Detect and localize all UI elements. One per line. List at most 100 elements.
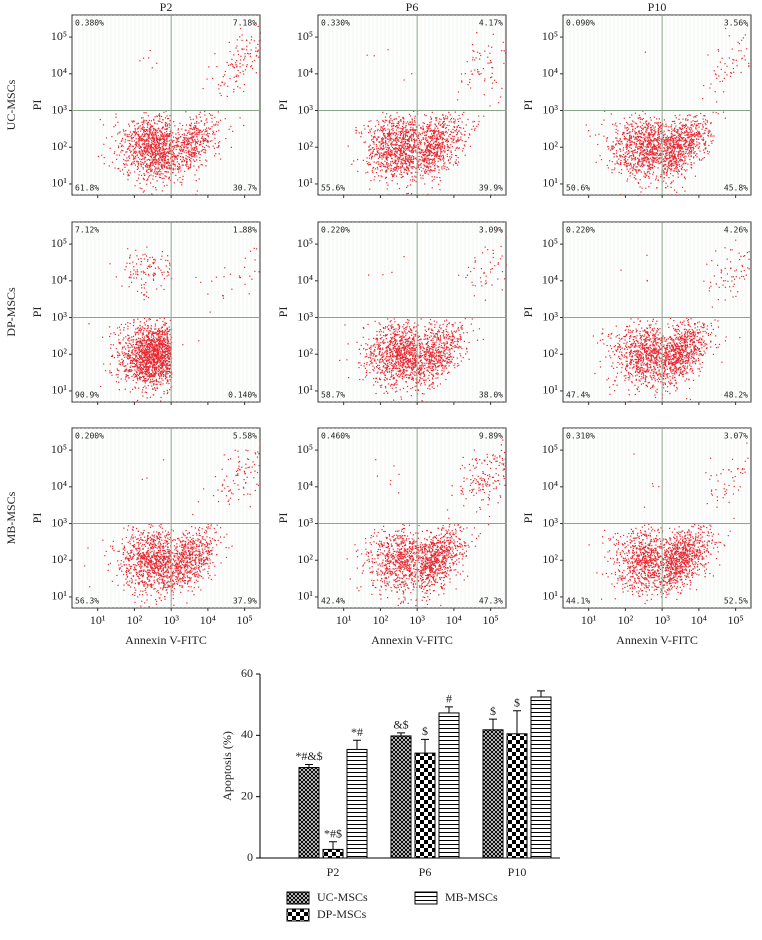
quadrant-label: 0.380%	[75, 19, 104, 28]
event-dot	[155, 172, 157, 174]
event-dot	[440, 118, 442, 121]
event-dot	[242, 64, 244, 66]
event-dot	[157, 132, 159, 134]
y-tick-label: 10⁵	[51, 29, 67, 43]
event-dot	[168, 167, 170, 169]
event-dot	[613, 169, 615, 171]
event-dot	[412, 129, 414, 132]
event-dot	[682, 155, 684, 157]
event-dot	[700, 159, 703, 161]
event-dot	[459, 117, 461, 119]
event-dot	[156, 148, 158, 150]
event-dot	[157, 158, 160, 160]
event-dot	[624, 157, 626, 159]
event-dot	[395, 143, 397, 145]
event-dot	[152, 175, 154, 177]
event-dot	[166, 115, 168, 117]
event-dot	[376, 148, 378, 150]
event-dot	[696, 156, 698, 158]
event-dot	[241, 48, 243, 50]
event-dot	[382, 153, 384, 155]
event-dot	[613, 146, 615, 149]
event-dot	[694, 120, 696, 123]
event-dot	[139, 158, 141, 160]
event-dot	[395, 175, 398, 177]
event-dot	[175, 137, 177, 139]
event-dot	[151, 168, 153, 170]
event-dot	[182, 150, 184, 152]
event-dot	[412, 134, 414, 136]
event-dot	[148, 141, 150, 143]
event-dot	[397, 149, 399, 151]
event-dot	[160, 148, 162, 150]
event-dot	[434, 156, 436, 158]
event-dot	[419, 141, 421, 143]
event-dot	[677, 139, 679, 141]
event-dot	[635, 151, 637, 154]
event-dot	[436, 134, 438, 136]
event-dot	[446, 145, 448, 147]
event-dot	[154, 162, 156, 164]
event-dot	[684, 125, 687, 127]
event-dot	[492, 33, 494, 35]
event-dot	[383, 152, 385, 154]
event-dot	[386, 159, 388, 161]
event-dot	[629, 142, 631, 144]
event-dot	[415, 140, 417, 142]
event-dot	[376, 161, 378, 163]
event-dot	[168, 144, 171, 146]
event-dot	[239, 87, 241, 89]
event-dot	[688, 135, 690, 137]
event-dot	[122, 145, 124, 147]
y-tick-label: 10¹	[51, 176, 67, 190]
event-dot	[452, 135, 454, 137]
event-dot	[670, 161, 672, 163]
event-dot	[427, 128, 429, 130]
event-dot	[421, 127, 423, 129]
event-dot	[491, 46, 493, 48]
event-dot	[173, 140, 175, 142]
event-dot	[150, 169, 152, 172]
event-dot	[431, 135, 433, 138]
event-dot	[445, 140, 447, 142]
event-dot	[147, 150, 149, 152]
event-dot	[178, 137, 180, 139]
event-dot	[379, 145, 381, 147]
event-dot	[193, 132, 195, 134]
event-dot	[174, 146, 176, 148]
event-dot	[395, 160, 397, 162]
event-dot	[193, 153, 195, 155]
event-dot	[415, 151, 417, 153]
event-dot	[144, 143, 146, 146]
event-dot	[393, 149, 395, 151]
event-dot	[641, 131, 643, 133]
event-dot	[383, 154, 385, 156]
event-dot	[150, 182, 152, 184]
event-dot	[654, 161, 656, 163]
event-dot	[198, 153, 200, 155]
event-dot	[738, 43, 740, 45]
event-dot	[436, 137, 438, 139]
event-dot	[190, 133, 192, 135]
event-dot	[134, 132, 136, 134]
event-dot	[369, 129, 371, 131]
event-dot	[682, 186, 684, 188]
event-dot	[426, 160, 428, 162]
event-dot	[173, 164, 175, 166]
event-dot	[188, 167, 190, 169]
event-dot	[393, 152, 395, 154]
event-dot	[703, 121, 705, 123]
event-dot	[429, 146, 432, 149]
event-dot	[446, 155, 448, 157]
event-dot	[164, 171, 166, 173]
event-dot	[372, 152, 374, 154]
event-dot	[407, 157, 409, 159]
event-dot	[647, 165, 649, 168]
event-dot	[200, 164, 202, 166]
event-dot	[709, 87, 711, 89]
event-dot	[380, 126, 382, 128]
event-dot	[736, 65, 738, 67]
event-dot	[136, 143, 138, 145]
event-dot	[365, 172, 367, 174]
event-dot	[424, 165, 426, 168]
